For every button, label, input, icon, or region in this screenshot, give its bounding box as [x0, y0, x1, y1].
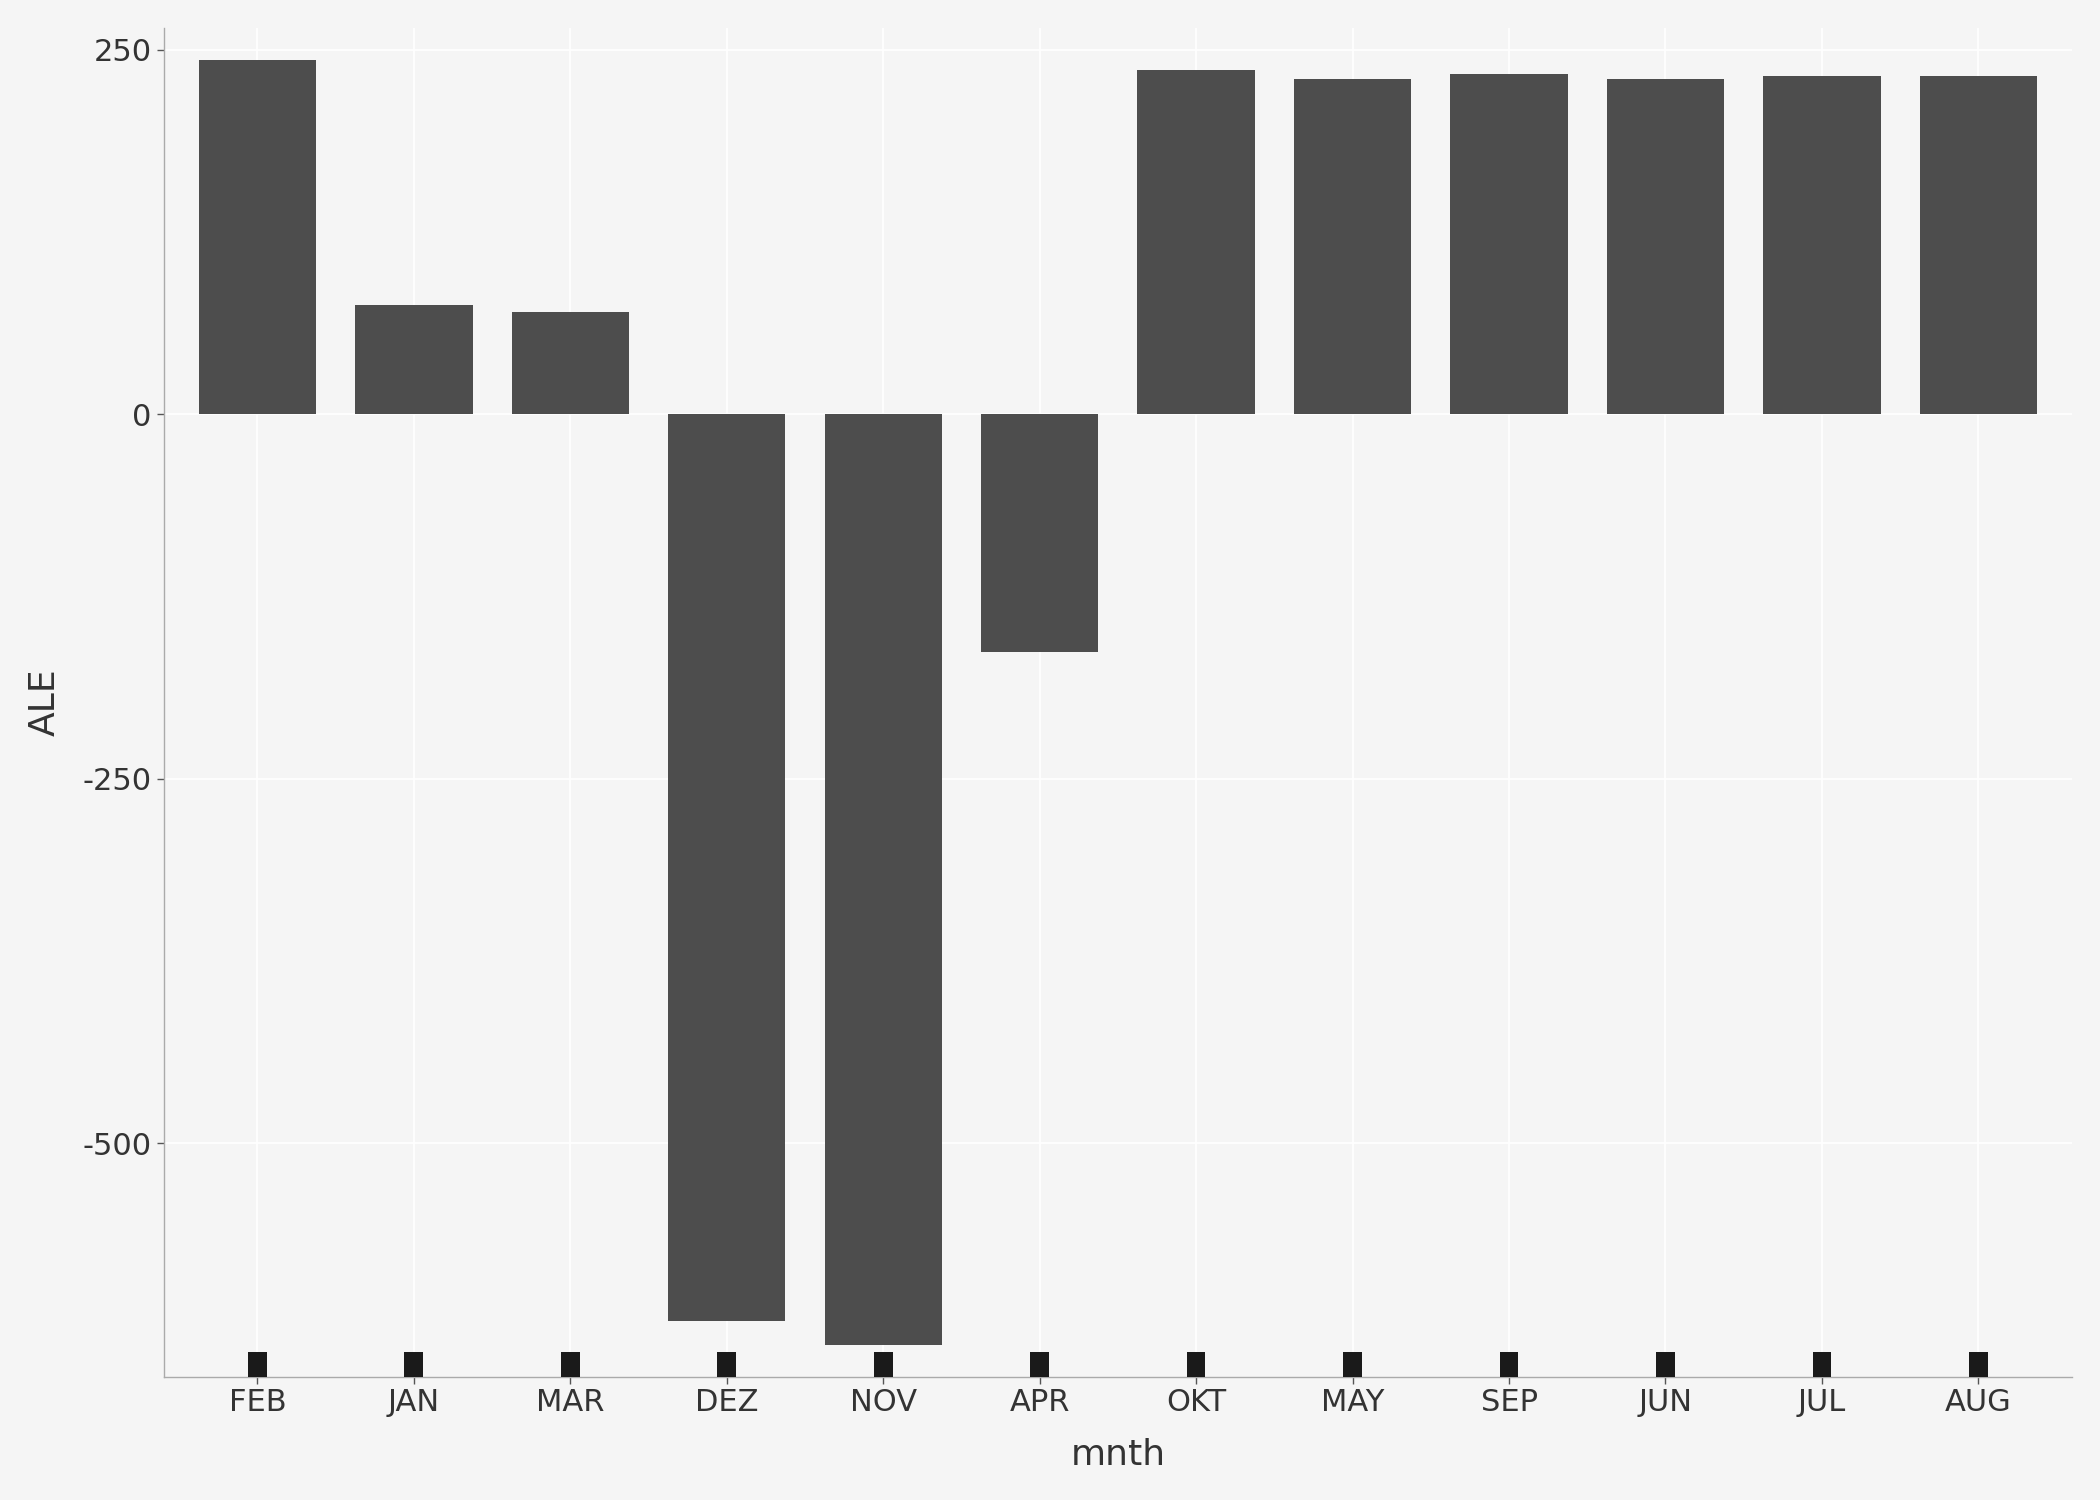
X-axis label: mnth: mnth	[1071, 1438, 1166, 1472]
Bar	[825, 414, 943, 1344]
Bar	[355, 304, 472, 414]
Bar	[561, 1353, 580, 1377]
Bar	[1138, 70, 1256, 414]
Bar	[1812, 1353, 1831, 1377]
Bar	[1970, 1353, 1989, 1377]
Bar	[248, 1353, 267, 1377]
Bar	[981, 414, 1098, 652]
Bar	[405, 1353, 424, 1377]
Bar	[1919, 76, 2037, 414]
Bar	[1764, 76, 1882, 414]
Bar	[718, 1353, 737, 1377]
Bar	[1186, 1353, 1205, 1377]
Bar	[1451, 75, 1569, 414]
Y-axis label: ALE: ALE	[27, 669, 61, 736]
Bar	[1344, 1353, 1363, 1377]
Bar	[668, 414, 785, 1322]
Bar	[1294, 80, 1411, 414]
Bar	[1606, 80, 1724, 414]
Bar	[512, 312, 630, 414]
Bar	[1499, 1353, 1518, 1377]
Bar	[1031, 1353, 1050, 1377]
Bar	[874, 1353, 892, 1377]
Bar	[1657, 1353, 1676, 1377]
Bar	[200, 60, 317, 414]
